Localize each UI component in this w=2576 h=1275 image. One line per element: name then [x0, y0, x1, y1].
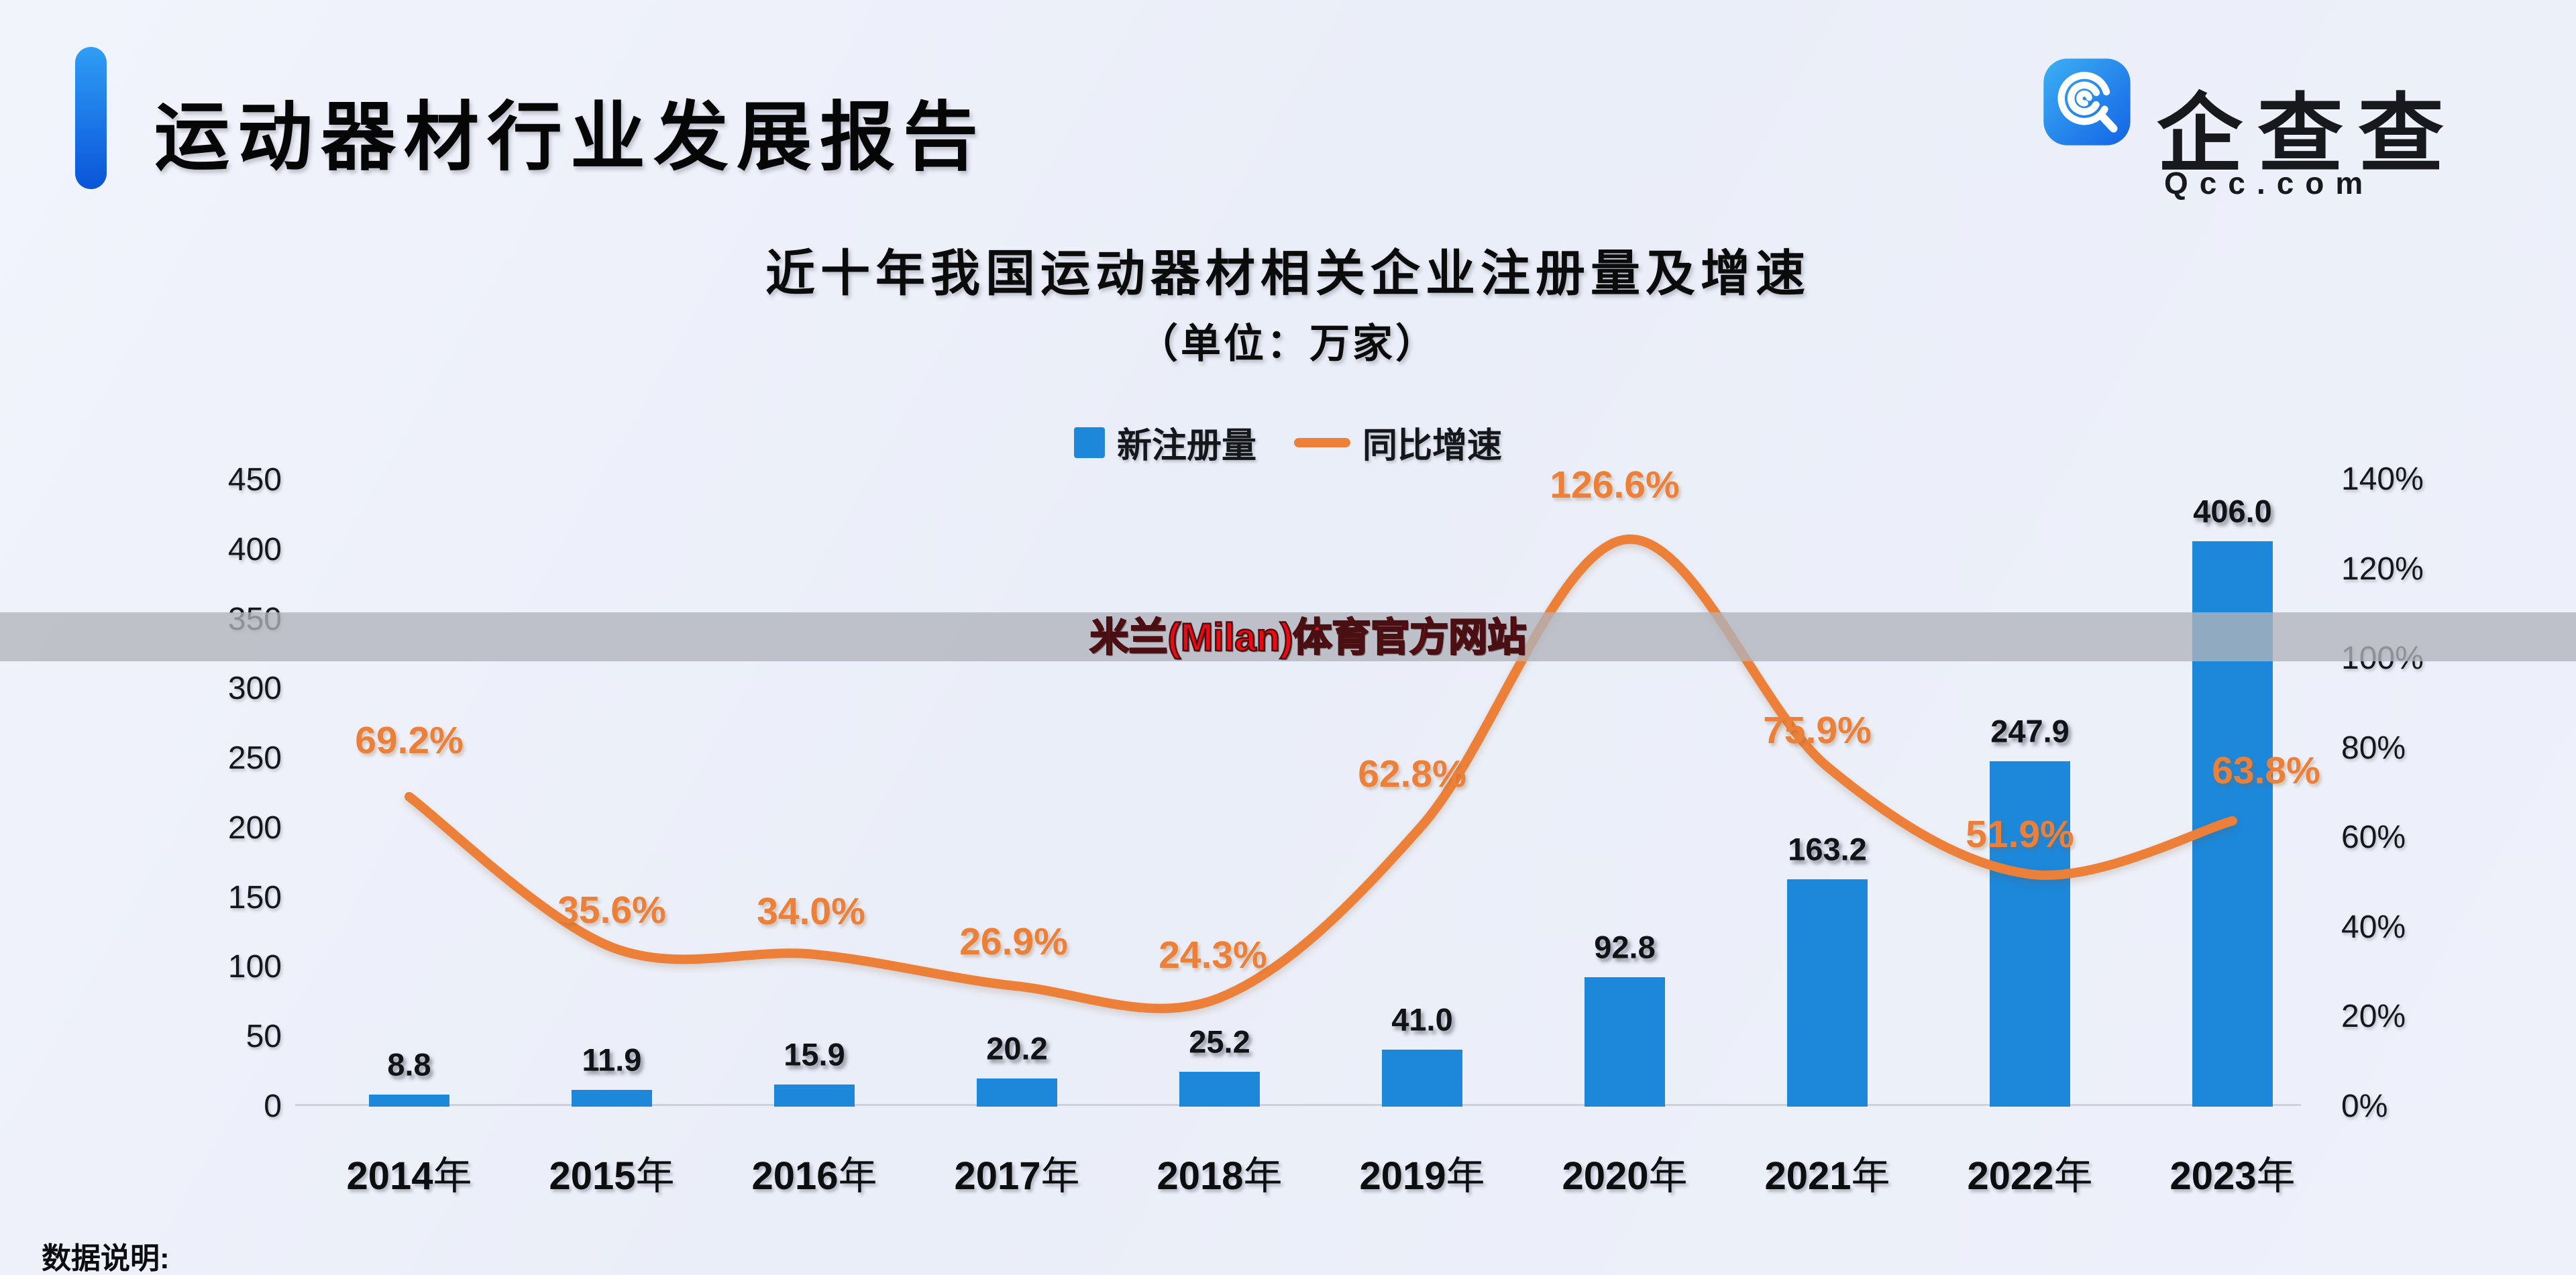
- bar-2018年: [1179, 1071, 1260, 1107]
- bar-2020年: [1585, 977, 1665, 1107]
- qcc-logo-domain: Qcc.com: [2164, 166, 2375, 201]
- left-axis-tick: 100: [227, 949, 282, 985]
- bar-2019年: [1382, 1049, 1462, 1107]
- bar-value-2022年: 247.9: [1990, 713, 2070, 749]
- x-label-2015年: 2015年: [549, 1154, 675, 1198]
- bar-value-2021年: 163.2: [1788, 831, 1867, 867]
- left-axis-tick: 200: [227, 810, 282, 846]
- bar-2017年: [977, 1078, 1057, 1107]
- bar-value-2014年: 8.8: [387, 1046, 431, 1083]
- legend-line-label: 同比增速: [1362, 427, 1503, 465]
- left-axis-tick: 50: [246, 1019, 282, 1055]
- right-axis-tick: 40%: [2341, 909, 2406, 945]
- legend-bar-swatch: [1073, 427, 1105, 458]
- growth-label-2019年: 62.8%: [1358, 752, 1466, 795]
- bar-2021年: [1787, 879, 1868, 1107]
- growth-label-2023年: 63.8%: [2212, 749, 2320, 792]
- x-label-2018年: 2018年: [1157, 1154, 1283, 1198]
- bar-value-2017年: 20.2: [986, 1030, 1048, 1066]
- bar-value-2019年: 41.0: [1391, 1001, 1453, 1038]
- bar-value-2018年: 25.2: [1189, 1023, 1250, 1060]
- x-label-2020年: 2020年: [1562, 1154, 1688, 1198]
- growth-label-2022年: 51.9%: [1966, 813, 2074, 856]
- chart-unit-label: （单位：万家）: [1138, 321, 1438, 366]
- x-label-2022年: 2022年: [1967, 1154, 2093, 1198]
- growth-label-2017年: 26.9%: [959, 920, 1068, 964]
- qcc-logo-wordmark: 企查查: [2157, 87, 2459, 182]
- page-title: 运动器材行业发展报告: [154, 95, 986, 179]
- left-axis-tick: 250: [227, 740, 282, 777]
- left-axis-tick: 400: [227, 531, 282, 567]
- growth-label-2018年: 24.3%: [1159, 933, 1267, 977]
- left-axis-tick: 300: [227, 671, 282, 707]
- x-label-2014年: 2014年: [346, 1154, 472, 1198]
- x-label-2021年: 2021年: [1764, 1154, 1890, 1198]
- x-label-2019年: 2019年: [1359, 1154, 1485, 1198]
- bar-value-2020年: 92.8: [1594, 929, 1656, 965]
- watermark-text: 米兰(Milan)体育官方网站: [1089, 615, 1527, 661]
- bar-value-2016年: 15.9: [784, 1036, 845, 1072]
- data-note-label: 数据说明:: [42, 1242, 170, 1275]
- x-label-2016年: 2016年: [751, 1154, 877, 1198]
- right-axis-tick: 140%: [2341, 461, 2424, 497]
- right-axis-tick: 20%: [2341, 999, 2406, 1035]
- growth-label-2021年: 75.9%: [1763, 709, 1872, 753]
- right-axis-tick: 120%: [2341, 551, 2424, 587]
- right-axis-tick: 0%: [2341, 1089, 2388, 1124]
- qcc-logo-icon: [2043, 58, 2131, 146]
- header-accent-bar: [75, 47, 107, 189]
- legend-line-swatch: [1294, 437, 1350, 447]
- chart-title: 近十年我国运动器材相关企业注册量及增速: [765, 245, 1811, 301]
- x-label-2023年: 2023年: [2169, 1154, 2296, 1198]
- growth-label-2015年: 35.6%: [557, 889, 666, 932]
- growth-label-2016年: 34.0%: [757, 889, 865, 933]
- bar-value-2023年: 406.0: [2193, 493, 2272, 529]
- chart-legend: 新注册量 同比增速: [0, 417, 2576, 467]
- legend-bar-label: 新注册量: [1116, 427, 1256, 465]
- growth-label-2014年: 69.2%: [355, 718, 464, 762]
- x-axis-line: [295, 1104, 2301, 1106]
- left-axis-tick: 0: [264, 1089, 282, 1124]
- bar-2015年: [572, 1090, 652, 1107]
- bar-2016年: [774, 1084, 855, 1107]
- x-label-2017年: 2017年: [954, 1154, 1080, 1198]
- growth-line-path: [405, 535, 2237, 1013]
- bar-value-2015年: 11.9: [582, 1042, 642, 1078]
- left-axis-tick: 450: [227, 462, 282, 498]
- growth-label-2020年: 126.6%: [1550, 463, 1680, 507]
- right-axis-tick: 80%: [2341, 730, 2406, 766]
- bar-2014年: [369, 1094, 449, 1107]
- left-axis-tick: 150: [227, 879, 282, 916]
- right-axis-tick: 60%: [2341, 820, 2406, 856]
